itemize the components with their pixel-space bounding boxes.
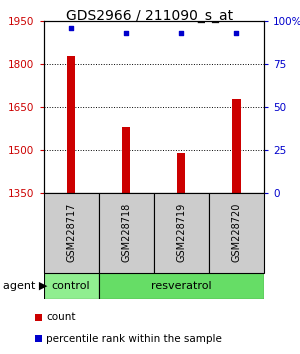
Bar [35, 336, 42, 343]
Bar [209, 193, 264, 273]
Text: agent ▶: agent ▶ [3, 281, 47, 291]
Point [69, 25, 74, 31]
Bar [122, 127, 130, 193]
Bar [67, 56, 75, 193]
Bar [44, 193, 99, 273]
Text: GSM228719: GSM228719 [176, 203, 186, 262]
Text: GSM228717: GSM228717 [66, 203, 76, 262]
Bar [35, 314, 42, 321]
Text: GSM228718: GSM228718 [121, 203, 131, 262]
Point [124, 30, 129, 36]
Text: GDS2966 / 211090_s_at: GDS2966 / 211090_s_at [66, 9, 234, 23]
Text: resveratrol: resveratrol [151, 281, 212, 291]
Bar [44, 273, 99, 299]
Point [234, 30, 239, 36]
Bar [232, 98, 241, 193]
Text: GSM228720: GSM228720 [231, 203, 242, 262]
Bar [99, 273, 264, 299]
Bar [154, 193, 209, 273]
Text: count: count [46, 312, 76, 322]
Text: control: control [52, 281, 90, 291]
Bar [99, 193, 154, 273]
Point [179, 30, 184, 36]
Bar [177, 153, 185, 193]
Text: percentile rank within the sample: percentile rank within the sample [46, 334, 222, 344]
